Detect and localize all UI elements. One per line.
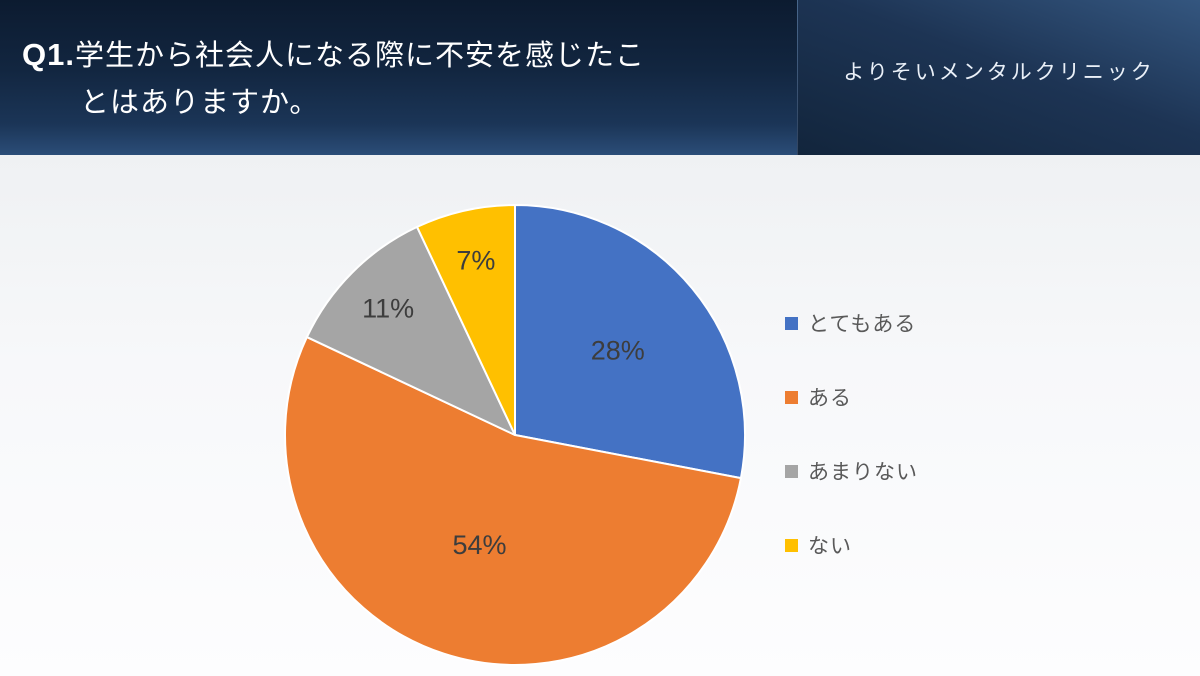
pie-slice-2 <box>284 336 742 666</box>
pie-chart-svg: 28% 54% 11% 7% <box>284 204 746 666</box>
question-text-line2: とはありますか。 <box>80 87 320 119</box>
legend-swatch-icon <box>785 390 798 404</box>
legend-item-1: とてもある <box>785 309 918 337</box>
pie-slice-1 <box>514 204 746 480</box>
legend-label: ある <box>808 387 852 410</box>
pie-chart: 28% 54% 11% 7% <box>275 195 755 675</box>
brand-panel: よりそいメンタルクリニック <box>797 0 1200 155</box>
legend-label: ない <box>808 535 852 558</box>
header-banner: Q1.学生から社会人になる際に不安を感じたこ とはありますか。 よりそいメンタル… <box>0 0 1200 155</box>
legend-swatch-icon <box>785 538 798 552</box>
clinic-name: よりそいメンタルクリニック <box>843 60 1155 84</box>
chart-area: 28% 54% 11% 7% とてもあるあるあまりないない <box>0 155 1200 676</box>
legend-swatch-icon <box>785 316 798 330</box>
legend-label: あまりない <box>808 461 918 484</box>
question-text-line1: 学生から社会人になる際に不安を感じたこ <box>74 40 645 72</box>
pie-slice-4 <box>416 204 516 436</box>
legend-swatch-icon <box>785 464 798 478</box>
question-number: Q1. <box>22 37 75 72</box>
question-title: Q1.学生から社会人になる際に不安を感じたこ とはありますか。 <box>0 0 797 155</box>
pie-slice-3 <box>305 225 516 436</box>
legend-item-3: あまりない <box>785 457 918 485</box>
pie-data-label: 54% <box>452 530 506 560</box>
legend-label: とてもある <box>808 313 917 336</box>
pie-data-label: 28% <box>591 335 645 365</box>
pie-data-label: 11% <box>362 294 414 324</box>
legend-item-4: ない <box>785 531 918 559</box>
chart-legend: とてもあるあるあまりないない <box>785 309 918 559</box>
legend-item-2: ある <box>785 383 918 411</box>
pie-data-label: 7% <box>456 245 495 275</box>
question-line-1: Q1.学生から社会人になる際に不安を感じたこ <box>22 34 797 82</box>
